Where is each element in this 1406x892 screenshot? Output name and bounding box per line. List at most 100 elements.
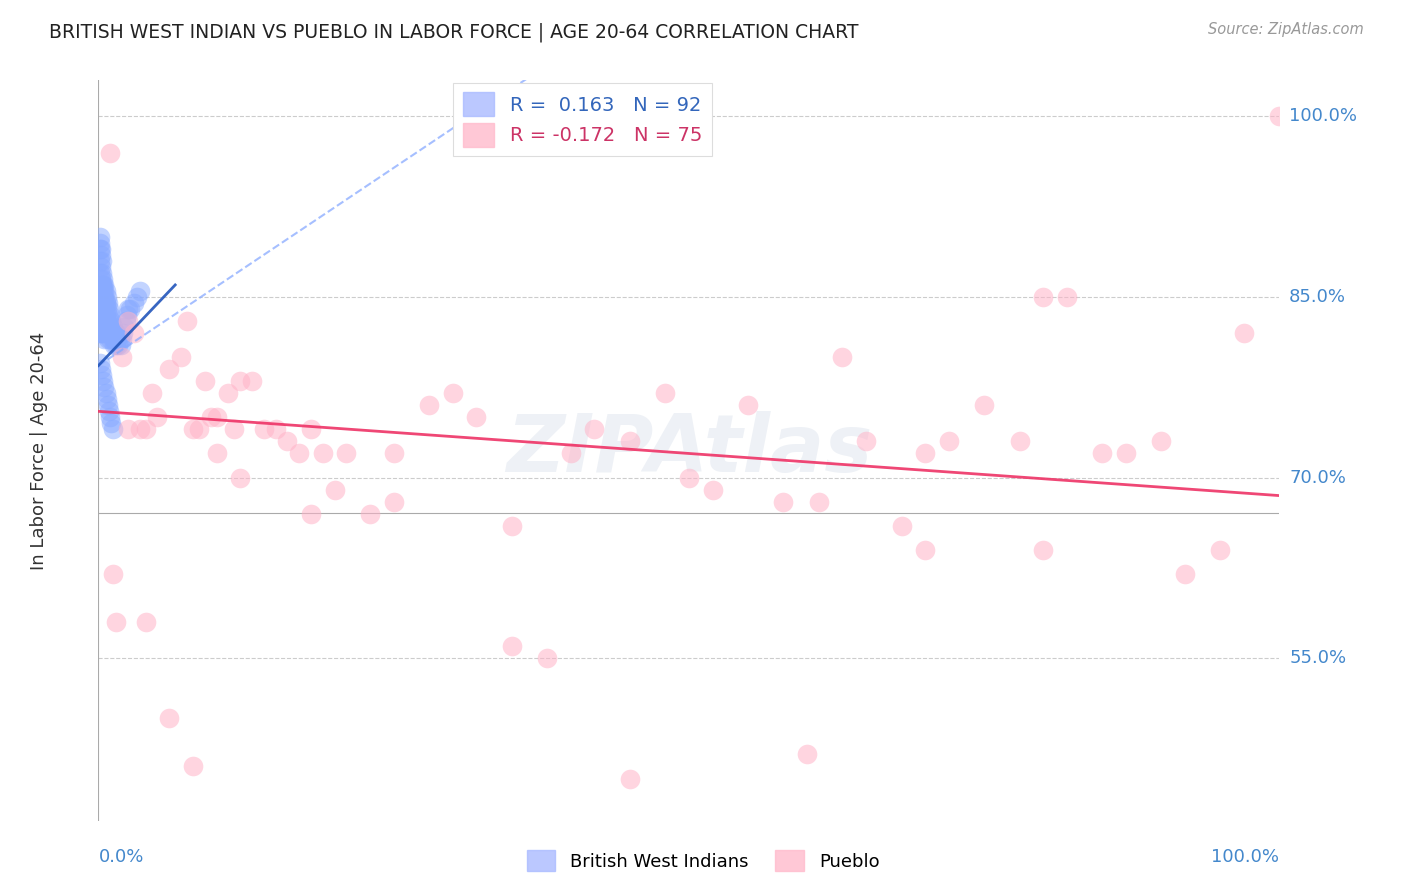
Point [89,301,111,316]
Point [103,338,125,352]
Point [89,314,111,328]
Point [1115,446,1137,460]
Text: 100.0%: 100.0% [1212,848,1279,866]
Point [98,301,121,316]
Point [91,277,114,292]
Point [90,326,112,340]
Point [117,301,139,316]
Point [1174,566,1197,581]
Point [1233,326,1256,340]
Point [501,518,523,533]
Point [98,320,121,334]
Point [200,410,222,425]
Point [115,308,138,322]
Point [89,235,111,250]
Point [91,266,114,280]
Point [96,314,118,328]
Point [98,410,121,425]
Point [93,320,115,334]
Point [253,422,276,436]
Point [89,253,111,268]
Point [229,470,252,484]
Point [105,326,128,340]
Point [90,242,112,256]
Point [90,248,112,262]
Point [702,483,724,497]
Text: 100.0%: 100.0% [1289,107,1357,126]
Point [117,422,139,436]
Point [93,308,115,322]
Point [91,326,114,340]
Point [122,326,145,340]
Point [93,284,115,298]
Point [93,290,115,304]
Point [914,542,936,557]
Point [1150,434,1173,449]
Legend: R =  0.163   N = 92, R = -0.172   N = 75: R = 0.163 N = 92, R = -0.172 N = 75 [453,83,711,156]
Point [583,422,606,436]
Point [101,566,124,581]
Point [89,266,111,280]
Text: In Labor Force | Age 20-64: In Labor Force | Age 20-64 [31,331,48,570]
Point [104,332,127,346]
Point [97,398,120,412]
Point [772,494,794,508]
Point [678,470,700,484]
Point [1209,542,1232,557]
Point [105,332,128,346]
Point [831,350,853,364]
Point [96,301,118,316]
Point [91,284,114,298]
Point [619,772,641,786]
Point [114,314,136,328]
Point [157,711,180,725]
Point [89,356,111,370]
Point [111,332,134,346]
Point [91,277,114,292]
Point [98,145,121,160]
Point [97,296,120,310]
Point [97,332,120,346]
Point [146,410,169,425]
Point [323,483,346,497]
Point [94,308,117,322]
Point [91,301,114,316]
Point [91,314,114,328]
Point [157,362,180,376]
Point [501,639,523,653]
Point [98,404,121,418]
Point [91,314,114,328]
Legend: British West Indians, Pueblo: British West Indians, Pueblo [519,843,887,879]
Point [90,314,112,328]
Point [94,320,117,334]
Point [194,374,217,388]
Point [1032,290,1054,304]
Point [93,277,115,292]
Point [96,290,118,304]
Point [98,332,121,346]
Point [94,284,117,298]
Point [93,296,115,310]
Point [91,326,114,340]
Point [299,422,322,436]
Point [1032,542,1054,557]
Point [91,290,114,304]
Point [536,651,558,665]
Point [312,446,335,460]
Point [973,398,995,412]
Point [224,422,246,436]
Point [229,374,252,388]
Point [205,446,228,460]
Point [737,398,759,412]
Point [914,446,936,460]
Point [89,242,111,256]
Point [101,320,124,334]
Point [335,446,357,460]
Point [91,368,114,383]
Point [90,362,112,376]
Point [94,296,117,310]
Point [96,326,118,340]
Text: 70.0%: 70.0% [1289,468,1346,486]
Point [101,332,124,346]
Point [796,747,818,762]
